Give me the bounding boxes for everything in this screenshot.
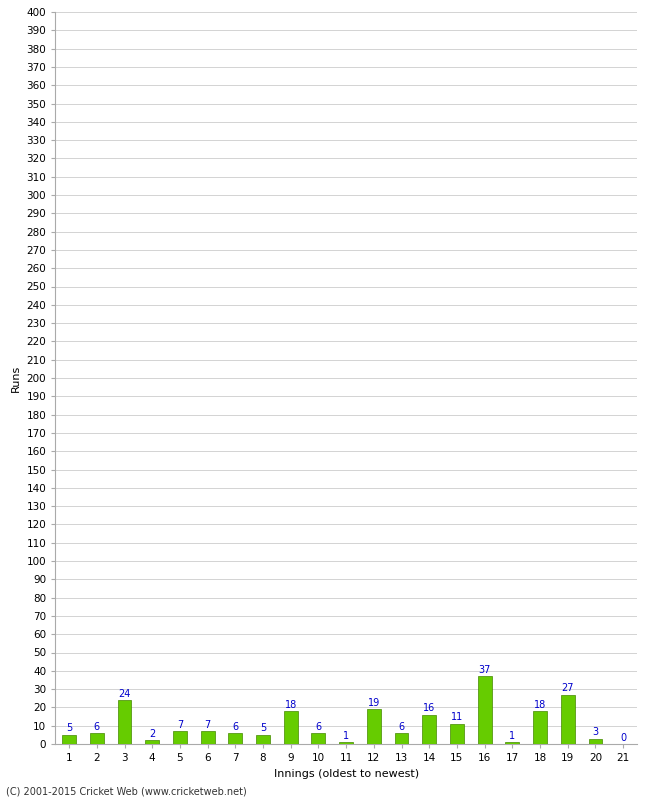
X-axis label: Innings (oldest to newest): Innings (oldest to newest) [274, 769, 419, 778]
Bar [62, 735, 76, 744]
Text: 27: 27 [562, 683, 574, 693]
Text: (C) 2001-2015 Cricket Web (www.cricketweb.net): (C) 2001-2015 Cricket Web (www.cricketwe… [6, 786, 247, 796]
Text: 11: 11 [451, 713, 463, 722]
Bar [533, 711, 547, 744]
Text: 18: 18 [534, 699, 546, 710]
Text: 2: 2 [149, 729, 155, 739]
Bar [588, 738, 603, 744]
Bar [422, 714, 436, 744]
Y-axis label: Runs: Runs [11, 364, 21, 392]
Bar [173, 731, 187, 744]
Text: 16: 16 [423, 703, 436, 714]
Bar [311, 733, 326, 744]
Text: 24: 24 [118, 689, 131, 698]
Text: 19: 19 [368, 698, 380, 708]
Text: 7: 7 [177, 720, 183, 730]
Bar [228, 733, 242, 744]
Bar [395, 733, 408, 744]
Text: 5: 5 [260, 723, 266, 734]
Text: 6: 6 [315, 722, 322, 731]
Text: 3: 3 [592, 727, 599, 737]
Bar [90, 733, 104, 744]
Bar [506, 742, 519, 744]
Bar [478, 676, 491, 744]
Text: 6: 6 [232, 722, 239, 731]
Text: 6: 6 [94, 722, 100, 731]
Bar [201, 731, 214, 744]
Bar [256, 735, 270, 744]
Bar [146, 740, 159, 744]
Text: 1: 1 [343, 730, 349, 741]
Bar [118, 700, 131, 744]
Bar [284, 711, 298, 744]
Bar [450, 724, 464, 744]
Text: 0: 0 [620, 733, 626, 742]
Text: 37: 37 [478, 665, 491, 675]
Bar [339, 742, 353, 744]
Text: 6: 6 [398, 722, 404, 731]
Text: 5: 5 [66, 723, 72, 734]
Text: 1: 1 [510, 730, 515, 741]
Bar [367, 710, 381, 744]
Text: 7: 7 [205, 720, 211, 730]
Text: 18: 18 [285, 699, 297, 710]
Bar [561, 694, 575, 744]
